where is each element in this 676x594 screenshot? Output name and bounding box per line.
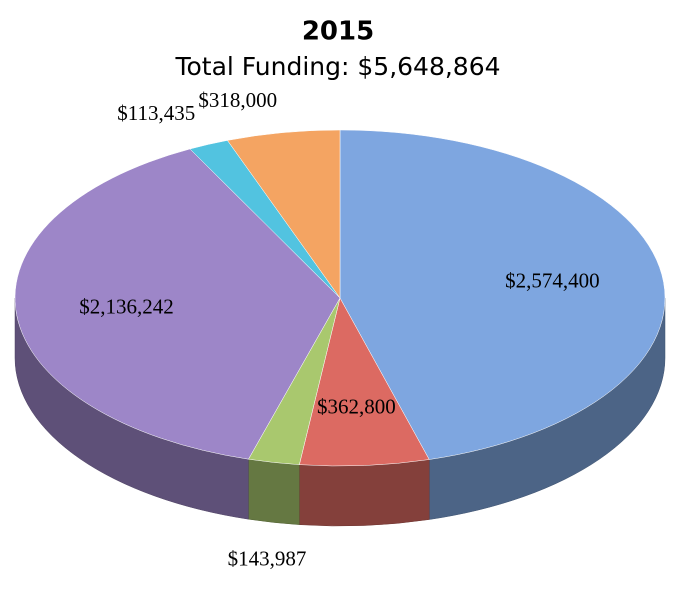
data-label: $362,800: [317, 394, 396, 418]
chart-title: 2015: [302, 17, 374, 47]
pie-slice: [226, 129, 341, 299]
data-label: $143,987: [228, 547, 307, 571]
data-label: $2,136,242: [79, 295, 174, 319]
chart-subtitle: Total Funding: $5,648,864: [174, 52, 500, 81]
pie-slice: [299, 297, 430, 467]
data-label: $113,435: [117, 101, 195, 125]
slice-side: [248, 458, 300, 525]
pie-slice: [14, 148, 341, 460]
pie-slice: [339, 129, 666, 460]
data-label: $318,000: [198, 88, 277, 112]
data-label: $2,574,400: [505, 268, 600, 292]
slice-side: [299, 459, 430, 527]
